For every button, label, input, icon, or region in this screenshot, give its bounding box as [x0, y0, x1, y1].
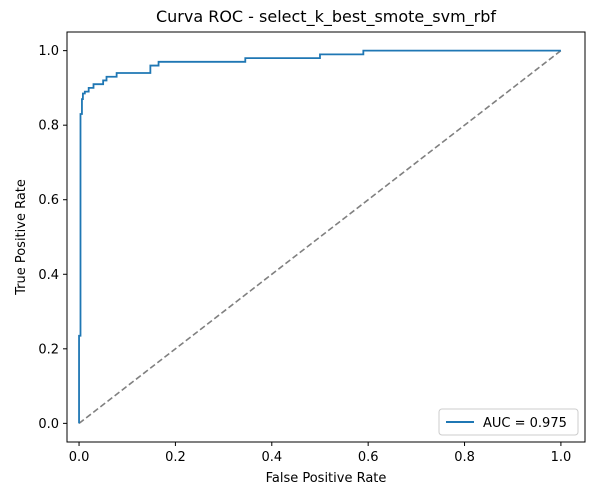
y-tick-label: 0.6	[38, 193, 59, 208]
plot-area	[67, 32, 585, 442]
y-axis-label: True Positive Rate	[14, 179, 29, 296]
ticks-layer: 0.0 0.2 0.4 0.6 0.8 1.0 0.0 0.2 0.4 0.6 0.8 1.0	[38, 44, 571, 465]
chart-title: Curva ROC - select_k_best_smote_svm_rbf	[156, 7, 496, 27]
x-tick-label: 0.4	[261, 450, 282, 465]
x-tick-label: 0.8	[454, 450, 475, 465]
roc-curve-line	[78, 49, 561, 424]
y-tick-label: 0.0	[38, 417, 59, 432]
x-tick-label: 0.0	[69, 450, 90, 465]
y-tick-label: 0.4	[38, 268, 59, 283]
legend-box	[438, 408, 579, 436]
legend: AUC = 0.975	[438, 408, 579, 436]
series-layer	[78, 49, 562, 424]
chance-diagonal-line	[78, 50, 562, 424]
x-tick-label: 1.0	[551, 450, 572, 465]
x-axis-label: False Positive Rate	[266, 471, 387, 486]
y-tick-label: 0.8	[38, 119, 59, 134]
legend-label-auc: AUC = 0.975	[483, 416, 567, 431]
x-tick-label: 0.2	[165, 450, 186, 465]
plot-frame	[66, 31, 586, 443]
y-tick-label: 0.2	[38, 342, 59, 357]
y-tick-label: 1.0	[38, 44, 59, 59]
x-tick-label: 0.6	[358, 450, 379, 465]
